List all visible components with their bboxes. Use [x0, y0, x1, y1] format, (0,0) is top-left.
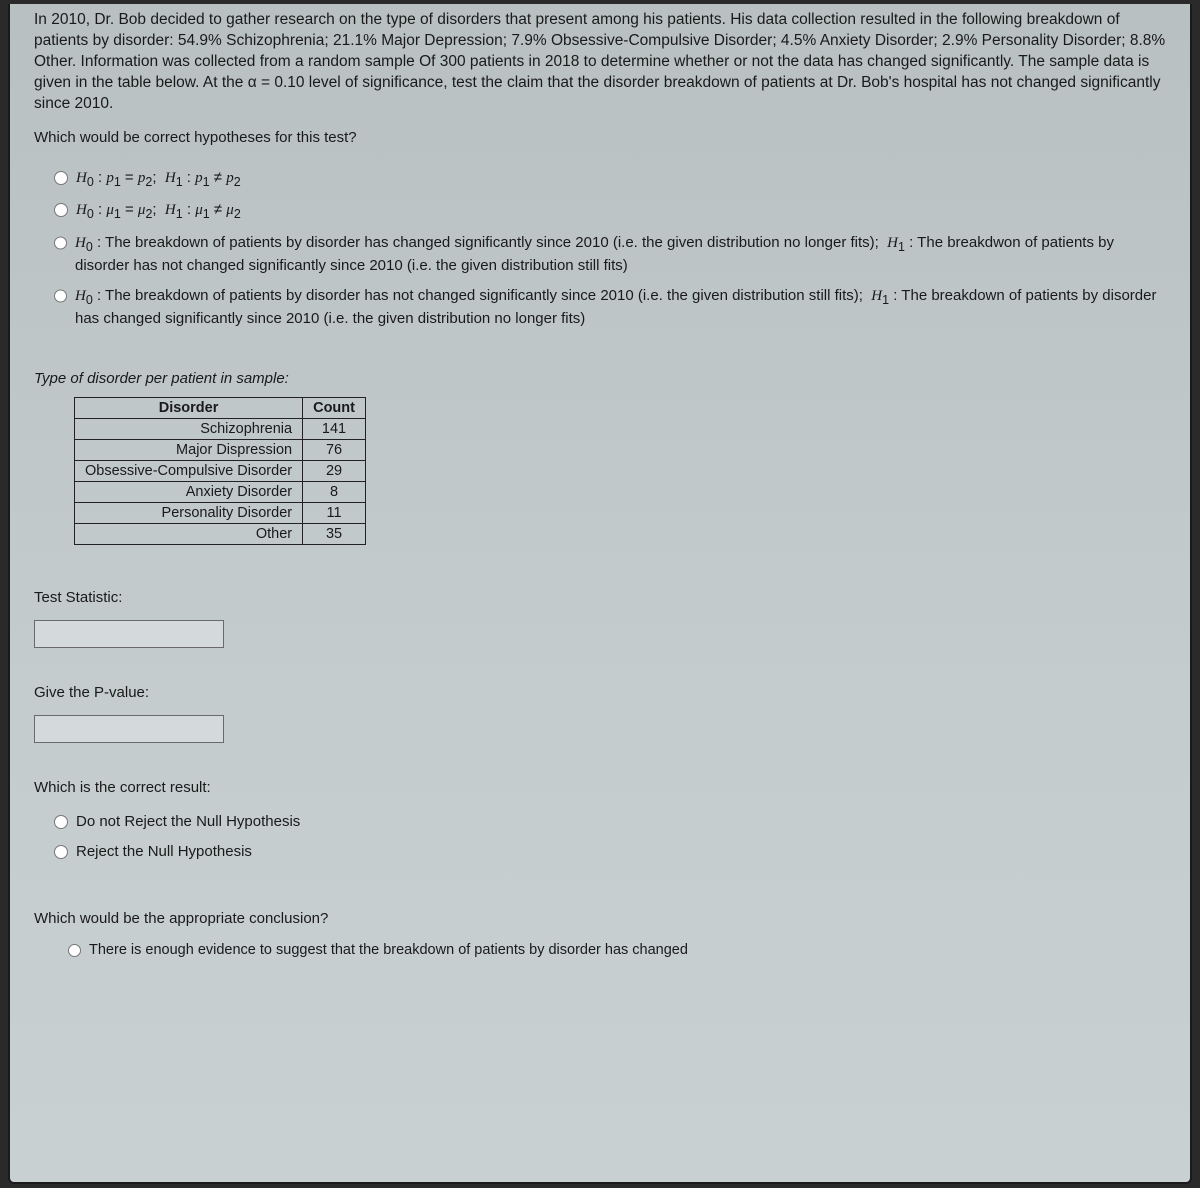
option-a-radio[interactable]: [54, 171, 68, 185]
result-option-a-radio[interactable]: [54, 815, 68, 829]
header-count: Count: [303, 397, 366, 418]
p-value-input[interactable]: [34, 715, 224, 743]
table-row: Anxiety Disorder 8: [75, 481, 366, 502]
option-b-label: H0 : μ1 = μ2; H1 : μ1 ≠ μ2: [76, 200, 241, 223]
conclusion-question-label: Which would be the appropriate conclusio…: [34, 910, 1166, 927]
test-statistic-label: Test Statistic:: [34, 589, 1166, 606]
cell-disorder: Other: [75, 523, 303, 544]
header-disorder: Disorder: [75, 397, 303, 418]
problem-prompt: In 2010, Dr. Bob decided to gather resea…: [34, 4, 1166, 115]
cell-count: 8: [303, 481, 366, 502]
p-value-label: Give the P-value:: [34, 684, 1166, 701]
option-a-label: H0 : p1 = p2; H1 : p1 ≠ p2: [76, 168, 241, 191]
cell-disorder: Anxiety Disorder: [75, 481, 303, 502]
table-row: Schizophrenia 141: [75, 418, 366, 439]
option-c[interactable]: H0 : The breakdown of patients by disord…: [54, 233, 1166, 276]
cell-count: 11: [303, 502, 366, 523]
option-a[interactable]: H0 : p1 = p2; H1 : p1 ≠ p2: [54, 168, 1166, 191]
table-row: Other 35: [75, 523, 366, 544]
cell-disorder: Schizophrenia: [75, 418, 303, 439]
cell-disorder: Personality Disorder: [75, 502, 303, 523]
cell-disorder: Obsessive-Compulsive Disorder: [75, 460, 303, 481]
hypothesis-question-label: Which would be correct hypotheses for th…: [34, 129, 1166, 146]
cell-disorder: Major Dispression: [75, 439, 303, 460]
test-statistic-input[interactable]: [34, 620, 224, 648]
result-options: Do not Reject the Null Hypothesis Reject…: [54, 812, 1166, 863]
conclusion-option-radio[interactable]: [68, 944, 81, 957]
conclusion-option-label: There is enough evidence to suggest that…: [89, 941, 688, 961]
table-row: Personality Disorder 11: [75, 502, 366, 523]
result-option-b-radio[interactable]: [54, 845, 68, 859]
result-option-a-label: Do not Reject the Null Hypothesis: [76, 812, 300, 832]
table-row: Obsessive-Compulsive Disorder 29: [75, 460, 366, 481]
option-c-radio[interactable]: [54, 236, 67, 250]
cell-count: 29: [303, 460, 366, 481]
cell-count: 35: [303, 523, 366, 544]
table-caption: Type of disorder per patient in sample:: [34, 370, 1166, 387]
result-option-a[interactable]: Do not Reject the Null Hypothesis: [54, 812, 1166, 832]
option-d-radio[interactable]: [54, 289, 67, 303]
question-page: In 2010, Dr. Bob decided to gather resea…: [8, 4, 1192, 1184]
cell-count: 141: [303, 418, 366, 439]
option-c-label: H0 : The breakdown of patients by disord…: [75, 233, 1166, 276]
result-option-b-label: Reject the Null Hypothesis: [76, 842, 252, 862]
option-b-radio[interactable]: [54, 203, 68, 217]
cell-count: 76: [303, 439, 366, 460]
result-option-b[interactable]: Reject the Null Hypothesis: [54, 842, 1166, 862]
table-header-row: Disorder Count: [75, 397, 366, 418]
conclusion-option[interactable]: There is enough evidence to suggest that…: [68, 941, 1166, 961]
option-d-label: H0 : The breakdown of patients by disord…: [75, 286, 1166, 329]
table-row: Major Dispression 76: [75, 439, 366, 460]
option-d[interactable]: H0 : The breakdown of patients by disord…: [54, 286, 1166, 329]
disorder-table: Disorder Count Schizophrenia 141 Major D…: [74, 397, 366, 545]
hypothesis-options: H0 : p1 = p2; H1 : p1 ≠ p2 H0 : μ1 = μ2;…: [54, 168, 1166, 330]
option-b[interactable]: H0 : μ1 = μ2; H1 : μ1 ≠ μ2: [54, 200, 1166, 223]
result-question-label: Which is the correct result:: [34, 779, 1166, 796]
